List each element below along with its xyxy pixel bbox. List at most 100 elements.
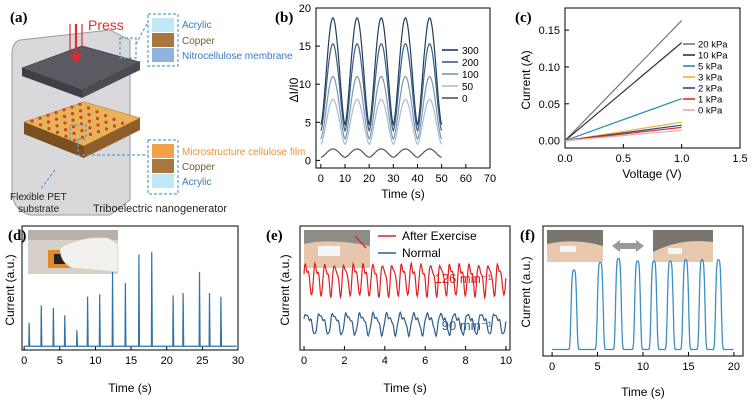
microstructure-dot [78, 109, 83, 113]
series-lines-b [320, 17, 443, 158]
axis-ticks-e: 0 2 4 6 8 10 [301, 346, 512, 367]
x-tick-label-c: 1.5 [732, 153, 747, 165]
x-tick-label-b: 50 [436, 173, 448, 185]
x-tick-label-e: 0 [301, 355, 307, 367]
panel-e: (e) After Exercise Normal 0 2 4 6 8 10 126 min… [266, 225, 512, 395]
microstructure-dot [88, 126, 92, 130]
microstructure-dot [62, 114, 67, 118]
panel-d-label: (d) [8, 228, 26, 244]
series-line-100 [320, 75, 443, 141]
callout-top-line [135, 21, 149, 45]
axis-ticks-f: 0 5 10 15 20 [549, 352, 740, 373]
plot-frame-b [315, 7, 491, 169]
x-tick-label-f: 0 [549, 361, 555, 373]
legend-label-c: 10 kPa [698, 51, 728, 62]
x-tick-label-d: 30 [232, 355, 244, 367]
top-layer-1: Copper [182, 36, 215, 47]
x-tick-label-f: 20 [728, 361, 740, 373]
legend-label-c: 0 kPa [698, 106, 723, 117]
microstructure-dot [71, 125, 76, 129]
panel-a-caption: Triboelectric nanogenerator [93, 203, 227, 215]
y-tick-label-c: 0.10 [539, 62, 560, 74]
legend-label-c: 2 kPa [698, 84, 723, 95]
microstructure-dot [64, 134, 68, 138]
device-top-side [22, 68, 82, 98]
microstructure-dot [70, 105, 74, 109]
panel-a: (a) Press Acrylic Copp [10, 10, 305, 216]
x-tick-label-e: 2 [341, 355, 347, 367]
bottom-layer-1: Copper [182, 162, 215, 173]
top-layer-stack: Acrylic Copper Nitrocellulose membrane [147, 13, 293, 67]
legend-label-b: 50 [462, 82, 474, 93]
current-trace-d [24, 252, 237, 347]
top-layer-2: Nitrocellulose membrane [182, 51, 293, 62]
microstructure-dot [54, 111, 58, 115]
series-line-c [564, 42, 683, 142]
layer-micro [152, 144, 174, 158]
microstructure-dot [70, 112, 75, 116]
press-arrow-icon [69, 24, 83, 64]
legend-label-b: 200 [462, 58, 479, 69]
x-tick-label-e: 10 [500, 355, 512, 367]
panel-c: (c) 0.0 0.5 1.0 1.50.000.050.100.15 20 kPa1… [515, 7, 748, 181]
panel-a-label: (a) [10, 10, 28, 26]
microstructure-dot [96, 123, 100, 127]
ylabel-b: ΔI/I0 [287, 77, 301, 102]
panel-e-label: (e) [266, 228, 283, 244]
panel-c-label: (c) [515, 10, 532, 26]
x-tick-label-f: 15 [682, 361, 694, 373]
x-tick-label-d: 0 [21, 355, 27, 367]
top-stack-frame [147, 13, 179, 67]
legend-label-c: 3 kPa [698, 73, 723, 84]
x-tick-label-d: 5 [57, 355, 63, 367]
microstructure-dot [62, 108, 66, 112]
microstructure-dot [38, 123, 43, 127]
y-tick-label-b: 0 [305, 155, 311, 167]
microstructure-dot [78, 102, 82, 106]
x-tick-label-b: 30 [387, 173, 399, 185]
microstructure-dot [55, 130, 60, 134]
microstructure-dot [55, 124, 59, 128]
microstructure-dot [63, 121, 67, 125]
layer-acrylic-bottom [152, 174, 174, 188]
microstructure-dot [54, 117, 59, 121]
microstructure-dot [72, 131, 76, 135]
microstructure-dot [95, 110, 99, 114]
panel-b-label: (b) [275, 10, 293, 26]
microstructure-dot [104, 127, 109, 131]
plot-frame-d [21, 225, 239, 351]
y-tick-label-c: 0.05 [539, 99, 560, 111]
ylabel-d: Current (a.u.) [3, 254, 17, 325]
y-tick-label-b: 5 [305, 117, 311, 129]
microstructure-dot [103, 114, 108, 118]
xlabel-f: Time (s) [621, 385, 665, 399]
trace-after-exercise [303, 260, 507, 300]
microstructure-dot [79, 115, 83, 119]
microstructure-dot [46, 120, 51, 124]
legend-label-b: 100 [462, 70, 479, 81]
x-tick-label-d: 10 [89, 355, 101, 367]
microstructure-dot [112, 124, 117, 128]
x-tick-label-d: 20 [161, 355, 173, 367]
x-tick-label-c: 0.5 [616, 153, 631, 165]
double-arrow-icon [612, 240, 644, 252]
y-tick-label-b: 20 [299, 3, 311, 15]
press-label: Press [88, 17, 124, 33]
x-tick-label-d: 25 [196, 355, 208, 367]
wrist-bend-photo-2 [653, 230, 713, 262]
microstructure-dots [30, 102, 125, 142]
legend-e: After Exercise Normal [378, 229, 477, 260]
x-tick-label-f: 5 [594, 361, 600, 373]
x-tick-label-d: 15 [125, 355, 137, 367]
microstructure-dot [87, 119, 92, 123]
x-tick-label-f: 10 [637, 361, 649, 373]
rate-normal: 90 min⁻¹ [442, 318, 493, 333]
panel-f-label: (f) [520, 228, 535, 244]
substrate-label-1: substrate [18, 204, 60, 215]
legend-label-b: 300 [462, 46, 479, 57]
xlabel-d: Time (s) [108, 381, 152, 395]
current-trace-f [552, 257, 734, 351]
